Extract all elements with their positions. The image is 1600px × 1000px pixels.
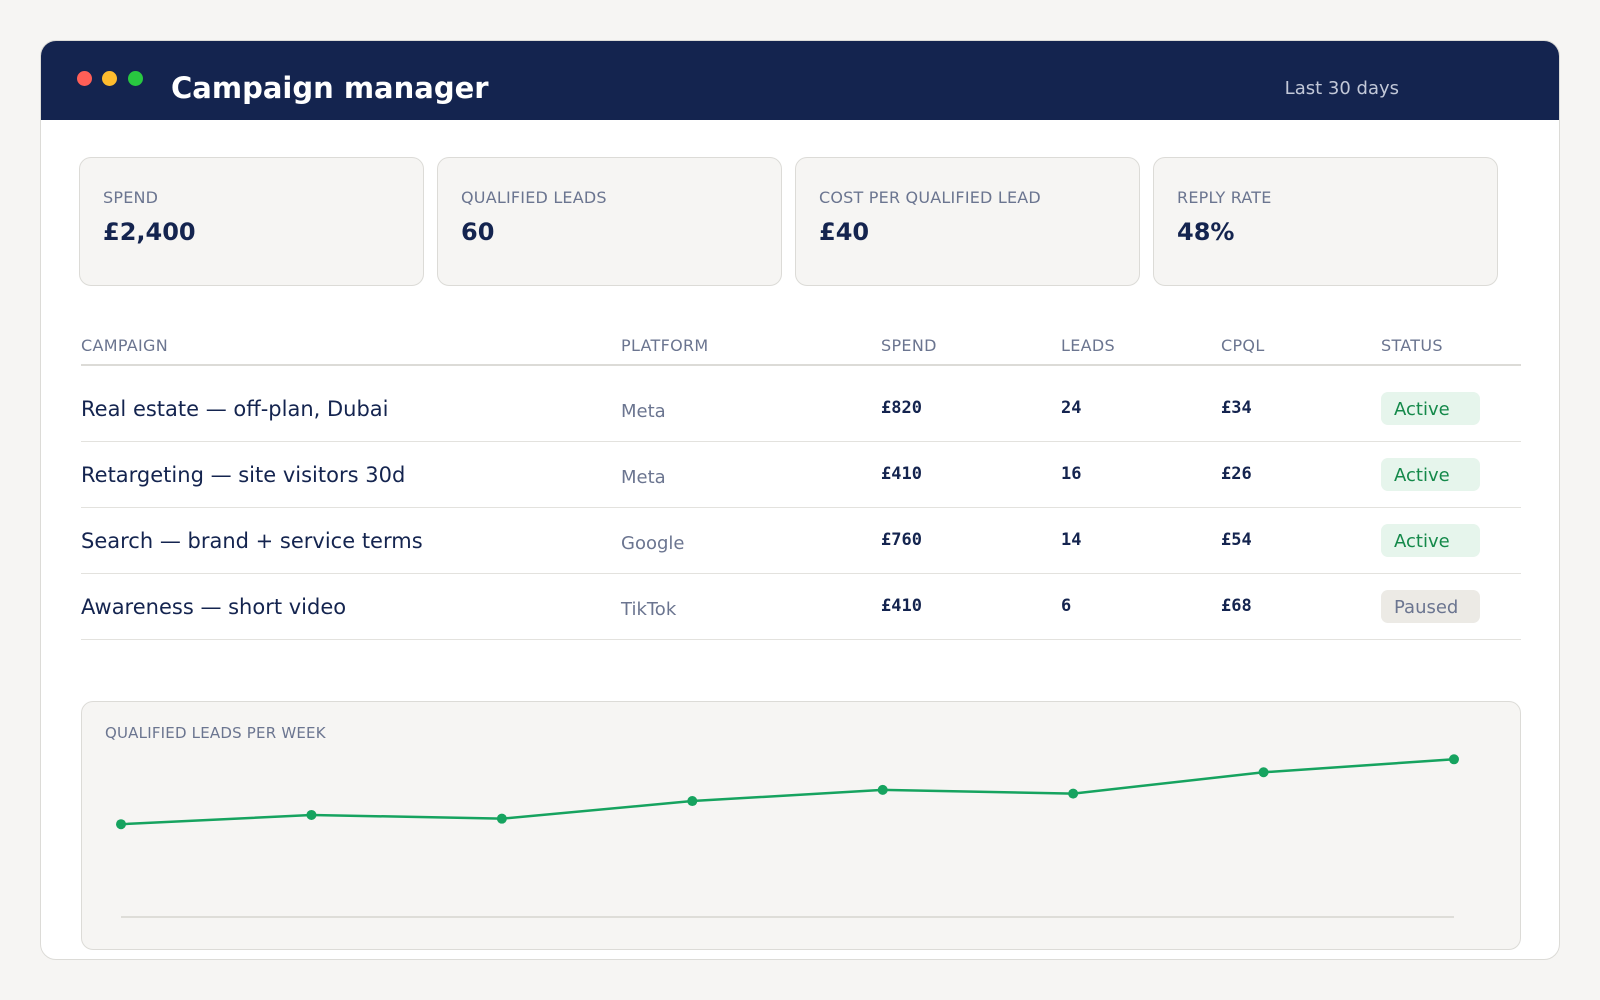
kpi-card-qualified-leads: QUALIFIED LEADS 60	[437, 157, 782, 286]
campaign-name: Awareness — short video	[81, 595, 347, 619]
status-badge: Paused	[1381, 590, 1480, 623]
close-window-button[interactable]	[77, 71, 92, 86]
column-header-leads[interactable]: LEADS	[1061, 336, 1115, 355]
leads-cell: 16	[1061, 464, 1082, 484]
kpi-label: REPLY RATE	[1177, 188, 1272, 207]
date-range-selector[interactable]: Last 30 days	[1284, 78, 1399, 99]
kpi-label: SPEND	[103, 188, 159, 207]
data-point-week-2[interactable]	[306, 809, 317, 820]
leads-line-chart	[116, 754, 1459, 918]
kpi-label: COST PER QUALIFIED LEAD	[819, 188, 1041, 207]
column-header-cpql[interactable]: CPQL	[1221, 336, 1265, 355]
kpi-value: £2,400	[103, 218, 196, 246]
kpi-card-spend: SPEND £2,400	[79, 157, 424, 286]
data-point-week-1[interactable]	[116, 819, 126, 830]
spend-cell: £760	[881, 530, 922, 550]
cpql-cell: £54	[1221, 530, 1252, 550]
status-badge: Active	[1381, 392, 1480, 425]
kpi-value: £40	[819, 218, 870, 246]
leads-cell: 24	[1061, 398, 1082, 418]
spend-cell: £410	[881, 464, 922, 484]
table-row[interactable]: Search — brand + service terms Google £7…	[81, 507, 1521, 574]
status-badge: Active	[1381, 458, 1480, 491]
column-header-platform[interactable]: PLATFORM	[621, 336, 709, 355]
data-point-week-5[interactable]	[877, 784, 888, 795]
kpi-value: 48%	[1177, 218, 1235, 246]
campaign-name: Retargeting — site visitors 30d	[81, 463, 406, 487]
campaign-name: Real estate — off-plan, Dubai	[81, 397, 389, 421]
leads-series-line	[120, 758, 1455, 826]
chart-title: QUALIFIED LEADS PER WEEK	[105, 724, 326, 742]
data-point-week-8[interactable]	[1449, 754, 1459, 765]
leads-cell: 6	[1061, 596, 1072, 616]
data-point-week-4[interactable]	[687, 796, 698, 807]
table-header-divider	[81, 364, 1521, 366]
platform-cell: Meta	[621, 401, 666, 422]
data-point-week-7[interactable]	[1258, 767, 1269, 778]
column-header-status[interactable]: STATUS	[1381, 336, 1443, 355]
platform-cell: Meta	[621, 467, 666, 488]
table-row[interactable]: Awareness — short video TikTok £410 6 £6…	[81, 573, 1521, 640]
column-header-campaign[interactable]: CAMPAIGN	[81, 336, 168, 355]
platform-cell: Google	[621, 533, 685, 554]
platform-cell: TikTok	[621, 599, 677, 620]
table-row[interactable]: Retargeting — site visitors 30d Meta £41…	[81, 441, 1521, 508]
cpql-cell: £68	[1221, 596, 1252, 616]
cpql-cell: £26	[1221, 464, 1252, 484]
status-badge: Active	[1381, 524, 1480, 557]
kpi-label: QUALIFIED LEADS	[461, 188, 607, 207]
leads-chart-card: QUALIFIED LEADS PER WEEK	[81, 701, 1521, 950]
spend-cell: £410	[881, 596, 922, 616]
campaign-name: Search — brand + service terms	[81, 529, 423, 553]
table-row[interactable]: Real estate — off-plan, Dubai Meta £820 …	[81, 375, 1521, 442]
spend-cell: £820	[881, 398, 922, 418]
page-title: Campaign manager	[171, 71, 489, 105]
title-bar: Campaign manager Last 30 days	[41, 41, 1559, 120]
leads-cell: 14	[1061, 530, 1082, 550]
minimize-window-button[interactable]	[102, 71, 117, 86]
kpi-card-cost-per-qualified-lead: COST PER QUALIFIED LEAD £40	[795, 157, 1140, 286]
data-point-week-3[interactable]	[496, 813, 507, 824]
column-header-spend[interactable]: SPEND	[881, 336, 937, 355]
cpql-cell: £34	[1221, 398, 1252, 418]
app-window: Campaign manager Last 30 days SPEND £2,4…	[40, 40, 1560, 960]
data-point-week-6[interactable]	[1068, 788, 1079, 799]
kpi-card-reply-rate: REPLY RATE 48%	[1153, 157, 1498, 286]
maximize-window-button[interactable]	[128, 71, 143, 86]
kpi-value: 60	[461, 218, 495, 246]
